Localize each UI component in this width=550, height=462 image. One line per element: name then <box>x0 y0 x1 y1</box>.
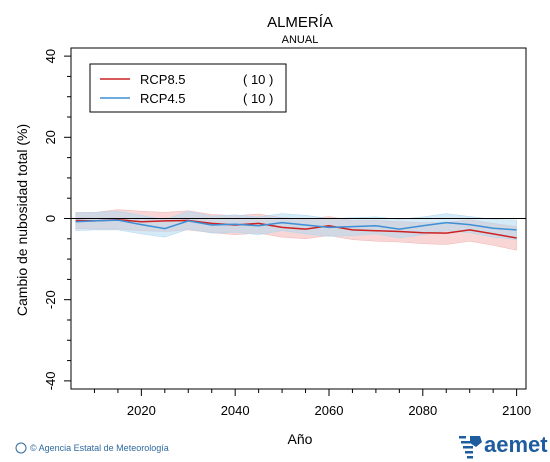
legend-box <box>89 63 287 113</box>
y-tick-label: -40 <box>43 371 58 390</box>
y-axis-label: Cambio de nubosidad total (%) <box>14 124 30 316</box>
y-tick-label: 40 <box>43 49 58 63</box>
x-tick-label: 2100 <box>502 403 531 418</box>
aemet-logo-icon <box>459 436 482 459</box>
x-axis-label: Año <box>288 431 313 447</box>
legend-count-rcp85: ( 10 ) <box>243 72 273 87</box>
chart-title: ALMERÍA <box>267 14 333 31</box>
legend-label-rcp85: RCP8.5 <box>140 72 186 87</box>
legend: RCP8.5 ( 10 ) RCP4.5 ( 10 ) <box>89 63 287 113</box>
chart-subtitle: ANUAL <box>282 34 319 46</box>
line-rcp85 <box>75 218 517 239</box>
legend-count-rcp45: ( 10 ) <box>243 91 273 106</box>
x-tick-label: 2020 <box>127 403 156 418</box>
x-tick-label: 2040 <box>221 403 250 418</box>
y-tick-label: -20 <box>43 290 58 309</box>
uncertainty-bands <box>75 209 517 251</box>
y-tick-label: 20 <box>43 130 58 144</box>
series-lines <box>75 218 517 239</box>
x-tick-label: 2060 <box>315 403 344 418</box>
line-rcp45 <box>75 219 517 231</box>
x-axis-ticks: 2020 2040 2060 2080 2100 <box>93 389 531 418</box>
footer-credit: © Agencia Estatal de Meteorología <box>15 442 169 454</box>
aemet-wordmark: aemet <box>484 432 548 457</box>
legend-label-rcp45: RCP4.5 <box>140 91 186 106</box>
y-axis-ticks: -40 -20 0 20 40 <box>43 49 71 390</box>
credit-text: © Agencia Estatal de Meteorología <box>30 443 169 453</box>
x-tick-label: 2080 <box>408 403 437 418</box>
copyright-icon <box>15 442 27 454</box>
y-tick-label: 0 <box>43 215 58 222</box>
aemet-logo: aemet <box>459 432 548 459</box>
